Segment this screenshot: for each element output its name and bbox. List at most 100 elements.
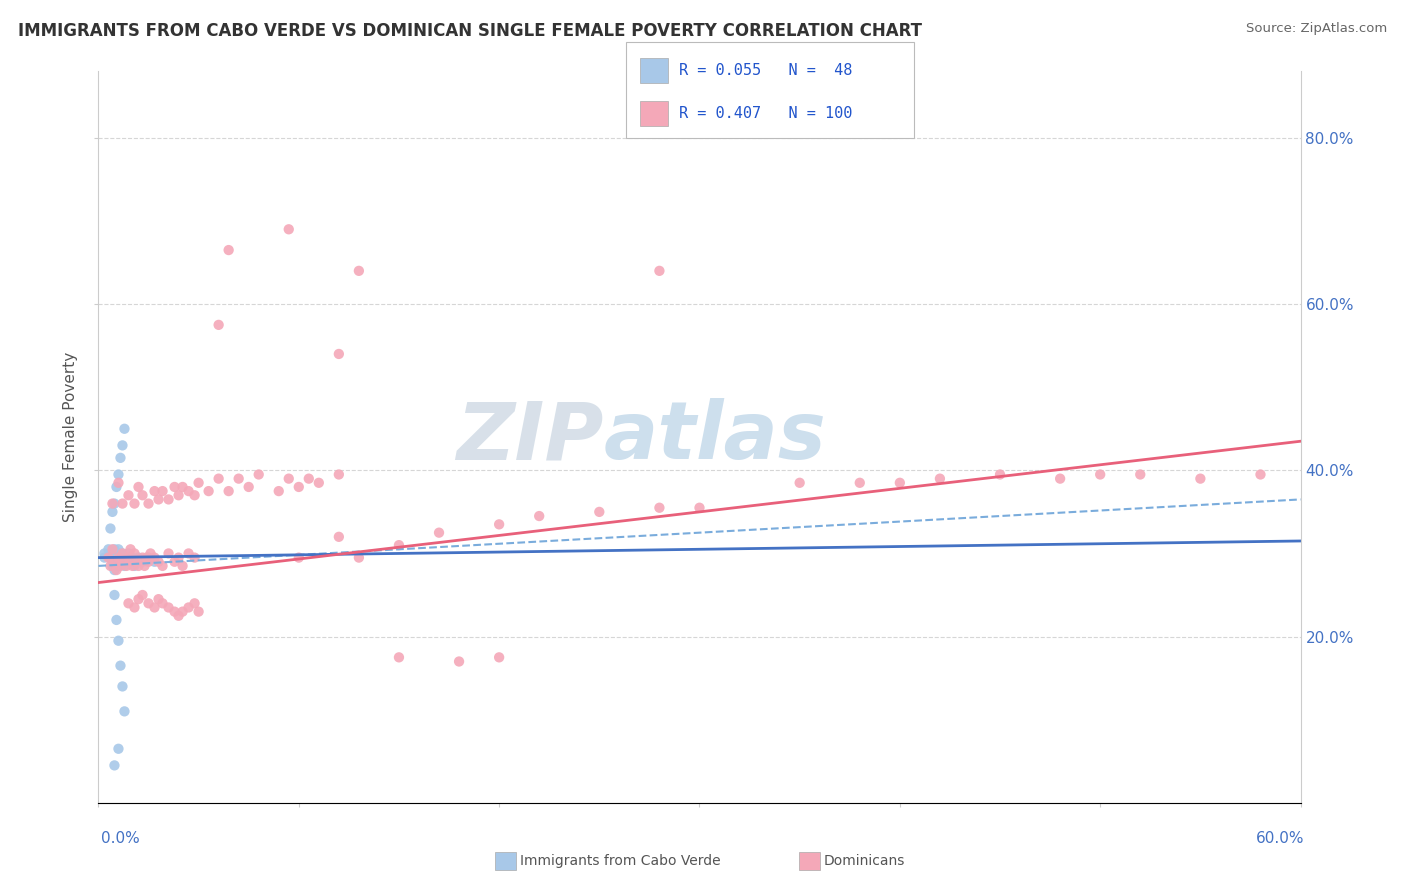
- Text: ZIP: ZIP: [456, 398, 603, 476]
- Point: [103, 542, 125, 557]
- Point: [328, 347, 350, 361]
- Point: [101, 497, 124, 511]
- Point: [183, 550, 205, 565]
- Point: [128, 592, 150, 607]
- Point: [388, 538, 411, 552]
- Point: [157, 492, 180, 507]
- Point: [529, 509, 551, 524]
- Point: [288, 480, 311, 494]
- Point: [107, 555, 129, 569]
- Point: [172, 558, 194, 573]
- Point: [124, 497, 146, 511]
- Point: [789, 475, 811, 490]
- Point: [152, 558, 174, 573]
- Point: [121, 550, 143, 565]
- Point: [120, 542, 142, 557]
- Text: 0.0%: 0.0%: [101, 831, 141, 846]
- Point: [124, 558, 146, 573]
- Point: [114, 422, 136, 436]
- Point: [427, 525, 450, 540]
- Point: [128, 480, 150, 494]
- Point: [143, 600, 166, 615]
- Point: [648, 264, 671, 278]
- Point: [138, 550, 160, 565]
- Point: [447, 655, 470, 669]
- Point: [138, 555, 160, 569]
- Point: [1049, 472, 1071, 486]
- Point: [117, 596, 139, 610]
- Point: [889, 475, 911, 490]
- Point: [103, 555, 125, 569]
- Point: [139, 546, 162, 560]
- Point: [143, 555, 166, 569]
- Point: [111, 550, 134, 565]
- Point: [107, 546, 129, 560]
- Point: [488, 650, 510, 665]
- Point: [167, 608, 190, 623]
- Point: [107, 542, 129, 557]
- Point: [187, 475, 209, 490]
- Point: [124, 546, 146, 560]
- Point: [208, 472, 231, 486]
- Point: [111, 438, 134, 452]
- Point: [111, 497, 134, 511]
- Text: Source: ZipAtlas.com: Source: ZipAtlas.com: [1247, 22, 1388, 36]
- Point: [107, 633, 129, 648]
- Point: [177, 600, 200, 615]
- Point: [172, 605, 194, 619]
- Point: [101, 555, 124, 569]
- Point: [121, 558, 143, 573]
- Point: [131, 488, 153, 502]
- Point: [277, 472, 299, 486]
- Point: [157, 600, 180, 615]
- Point: [131, 550, 153, 565]
- Point: [128, 550, 150, 565]
- Point: [1189, 472, 1212, 486]
- Point: [288, 550, 311, 565]
- Point: [114, 705, 136, 719]
- Point: [110, 658, 132, 673]
- Point: [929, 472, 952, 486]
- Point: [347, 264, 370, 278]
- Point: [172, 480, 194, 494]
- Point: [183, 596, 205, 610]
- Point: [488, 517, 510, 532]
- Point: [105, 550, 128, 565]
- Point: [101, 542, 124, 557]
- Point: [103, 558, 125, 573]
- Point: [218, 243, 240, 257]
- Point: [134, 558, 156, 573]
- Point: [100, 558, 122, 573]
- Point: [124, 600, 146, 615]
- Point: [187, 605, 209, 619]
- Point: [117, 555, 139, 569]
- Point: [107, 475, 129, 490]
- Point: [1088, 467, 1111, 482]
- Point: [128, 558, 150, 573]
- Point: [277, 222, 299, 236]
- Point: [103, 497, 125, 511]
- Text: Dominicans: Dominicans: [824, 854, 905, 868]
- Point: [103, 588, 125, 602]
- Point: [111, 546, 134, 560]
- Point: [101, 505, 124, 519]
- Point: [103, 758, 125, 772]
- Point: [247, 467, 270, 482]
- Point: [1250, 467, 1272, 482]
- Point: [648, 500, 671, 515]
- Point: [110, 450, 132, 465]
- Point: [100, 550, 122, 565]
- Point: [218, 484, 240, 499]
- Text: R = 0.407   N = 100: R = 0.407 N = 100: [679, 106, 852, 120]
- Point: [177, 546, 200, 560]
- Point: [138, 596, 160, 610]
- Point: [177, 484, 200, 499]
- Point: [111, 680, 134, 694]
- Point: [114, 558, 136, 573]
- Point: [125, 555, 148, 569]
- Point: [101, 546, 124, 560]
- Point: [107, 741, 129, 756]
- Point: [105, 546, 128, 560]
- Point: [298, 472, 321, 486]
- Point: [347, 550, 370, 565]
